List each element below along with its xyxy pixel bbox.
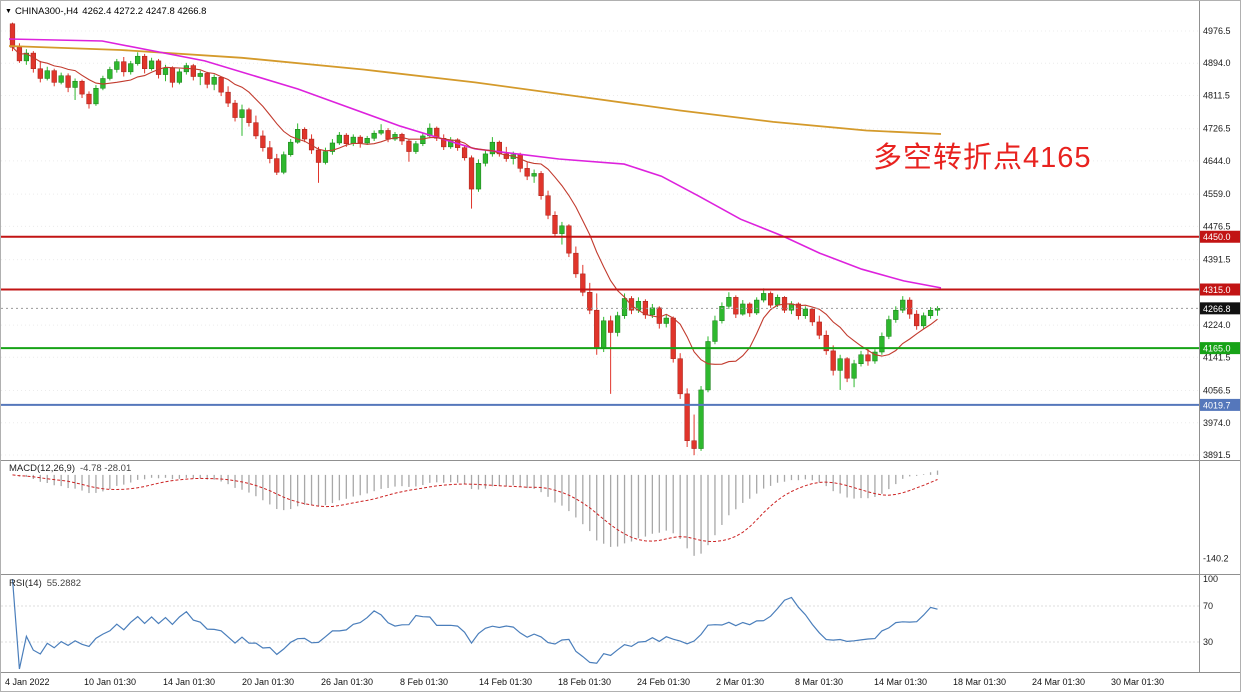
svg-text:20 Jan 01:30: 20 Jan 01:30: [242, 677, 294, 687]
svg-text:4726.5: 4726.5: [1203, 124, 1231, 134]
svg-text:4811.5: 4811.5: [1203, 90, 1230, 100]
svg-text:24 Mar 01:30: 24 Mar 01:30: [1032, 677, 1085, 687]
svg-text:4894.0: 4894.0: [1203, 58, 1231, 68]
svg-text:3891.5: 3891.5: [1203, 450, 1231, 460]
svg-text:14 Mar 01:30: 14 Mar 01:30: [874, 677, 927, 687]
svg-text:100: 100: [1203, 574, 1218, 584]
svg-text:24 Feb 01:30: 24 Feb 01:30: [637, 677, 690, 687]
svg-text:4559.0: 4559.0: [1203, 189, 1231, 199]
symbol-marker-icon: ▼: [5, 8, 12, 15]
svg-text:30: 30: [1203, 637, 1213, 647]
svg-text:4391.5: 4391.5: [1203, 255, 1231, 265]
svg-text:26 Jan 01:30: 26 Jan 01:30: [321, 677, 373, 687]
svg-text:4 Jan 2022: 4 Jan 2022: [5, 677, 50, 687]
macd-name: MACD(12,26,9): [9, 463, 75, 474]
rsi-indicator-label: RSI(14) 55.2882: [9, 578, 81, 590]
svg-text:8 Mar 01:30: 8 Mar 01:30: [795, 677, 843, 687]
svg-text:14 Feb 01:30: 14 Feb 01:30: [479, 677, 532, 687]
rsi-value: 55.2882: [46, 578, 82, 589]
svg-text:4056.5: 4056.5: [1203, 386, 1231, 396]
macd-indicator-label: MACD(12,26,9) -4.78 -28.01: [9, 463, 131, 475]
svg-text:4019.7: 4019.7: [1203, 400, 1231, 410]
svg-text:30 Mar 01:30: 30 Mar 01:30: [1111, 677, 1164, 687]
svg-text:4315.0: 4315.0: [1203, 285, 1231, 295]
symbol-ohlc-values: 4262.4 4272.2 4247.8 4266.8: [82, 6, 207, 17]
symbol-info: ▼ CHINA300-,H4 4262.4 4272.2 4247.8 4266.8: [5, 6, 206, 18]
annotation-text[interactable]: 多空转折点4165: [873, 142, 1092, 174]
svg-text:4224.0: 4224.0: [1203, 320, 1231, 330]
svg-text:70: 70: [1203, 601, 1213, 611]
svg-text:4644.0: 4644.0: [1203, 156, 1231, 166]
rsi-name: RSI(14): [9, 578, 42, 589]
svg-text:18 Feb 01:30: 18 Feb 01:30: [558, 677, 611, 687]
macd-values: -4.78 -28.01: [80, 463, 132, 474]
svg-text:4476.5: 4476.5: [1203, 221, 1231, 231]
svg-text:4976.5: 4976.5: [1203, 26, 1231, 36]
svg-text:4450.0: 4450.0: [1203, 232, 1231, 242]
svg-text:4266.8: 4266.8: [1203, 304, 1231, 314]
svg-text:14 Jan 01:30: 14 Jan 01:30: [163, 677, 215, 687]
svg-text:3974.0: 3974.0: [1203, 418, 1231, 428]
svg-text:18 Mar 01:30: 18 Mar 01:30: [953, 677, 1006, 687]
svg-text:-140.2: -140.2: [1203, 553, 1229, 563]
symbol-title: CHINA300-,H4: [14, 6, 79, 17]
svg-text:4141.5: 4141.5: [1203, 352, 1231, 362]
svg-text:8 Feb 01:30: 8 Feb 01:30: [400, 677, 448, 687]
svg-text:4165.0: 4165.0: [1203, 344, 1231, 354]
svg-text:10 Jan 01:30: 10 Jan 01:30: [84, 677, 136, 687]
svg-text:2 Mar 01:30: 2 Mar 01:30: [716, 677, 764, 687]
